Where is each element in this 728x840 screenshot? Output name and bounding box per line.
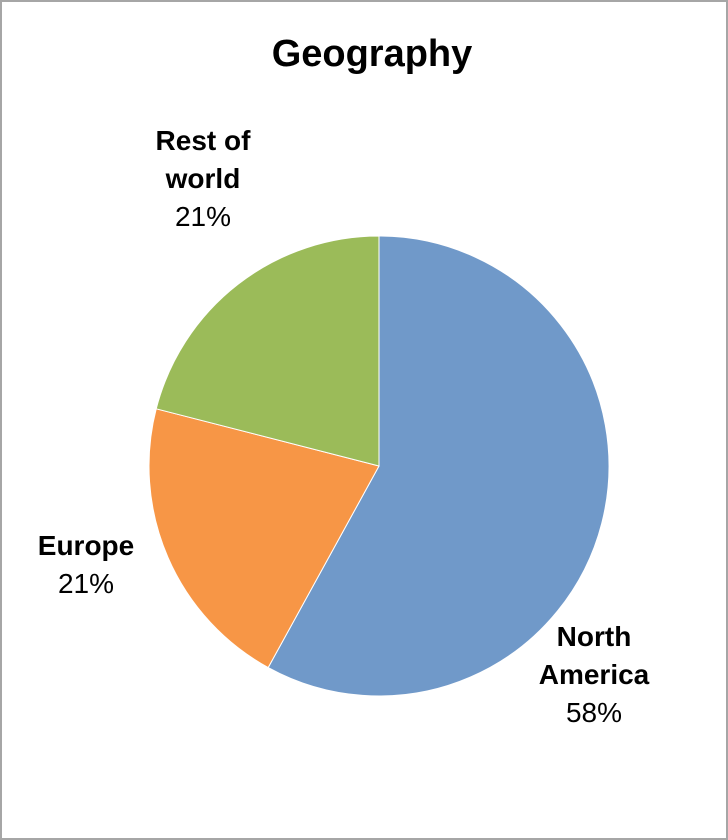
pie-slices bbox=[148, 235, 610, 697]
slice-value-2: 21% bbox=[175, 201, 231, 232]
slice-value-1: 21% bbox=[58, 568, 114, 599]
slice-name-0-line-1: America bbox=[539, 659, 650, 690]
slice-label-1: Europe 21% bbox=[38, 530, 134, 599]
pie-slice-0 bbox=[267, 235, 610, 697]
pie-slice-2 bbox=[155, 235, 380, 467]
slice-label-0: North America 58% bbox=[539, 621, 650, 728]
slice-name-0-line-0: North bbox=[557, 621, 632, 652]
slice-value-0: 58% bbox=[566, 697, 622, 728]
chart-title: Geography bbox=[272, 33, 473, 75]
slice-name-1-line-0: Europe bbox=[38, 530, 134, 561]
pie-slice-1 bbox=[148, 408, 380, 669]
slice-label-2: Rest of world 21% bbox=[156, 125, 252, 232]
slice-name-2-line-1: world bbox=[165, 163, 241, 194]
slice-name-2-line-0: Rest of bbox=[156, 125, 252, 156]
slice-labels: North America 58% Europe 21% Rest of world 21% bbox=[38, 125, 650, 728]
